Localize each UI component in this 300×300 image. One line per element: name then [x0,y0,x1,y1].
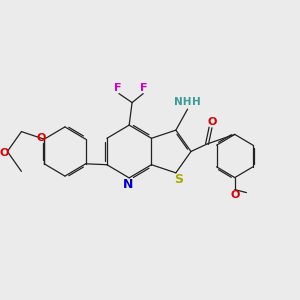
Text: O: O [0,148,8,158]
Text: H: H [192,97,201,106]
Text: NH: NH [174,97,192,106]
Text: O: O [207,117,217,127]
Text: S: S [174,173,183,186]
Text: F: F [114,82,122,93]
Text: O: O [36,133,45,143]
Text: F: F [140,82,148,93]
Text: O: O [230,190,239,200]
Text: N: N [122,178,133,191]
